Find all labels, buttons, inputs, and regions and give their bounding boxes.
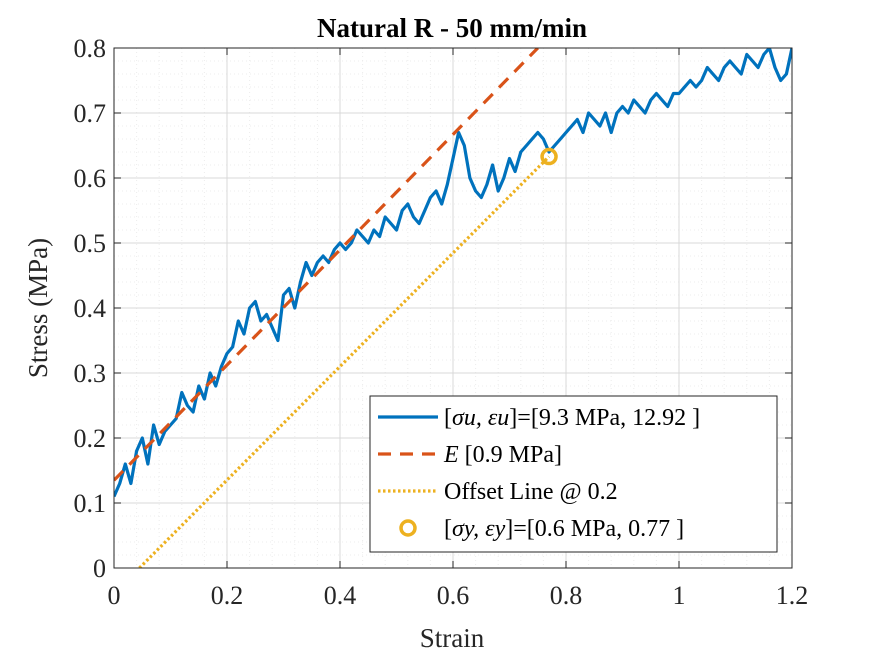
y-tick-label: 0.5 (74, 229, 107, 258)
legend-entry-label: [σy, εy]=[0.6 MPa, 0.77 ] (444, 516, 684, 542)
x-tick-label: 0 (108, 581, 121, 610)
y-tick-label: 0.2 (74, 424, 107, 453)
stress-strain-curve (114, 48, 792, 498)
series-group (114, 48, 792, 568)
y-tick-label: 0.4 (74, 294, 107, 323)
legend-entry-label: E [0.9 MPa] (443, 442, 562, 468)
legend-box (369, 395, 778, 553)
legend: [σu, εu]=[9.3 MPa, 12.92 ] E [0.9 MPa] Off… (369, 395, 778, 553)
x-tick-label: 1 (673, 581, 686, 610)
y-tick-label: 0.1 (74, 489, 107, 518)
y-tick-label: 0 (93, 554, 106, 583)
legend-entry-label: [σu, εu]=[9.3 MPa, 12.92 ] (444, 405, 700, 431)
x-tick-label: 0.4 (324, 581, 357, 610)
y-tick-label: 0.7 (74, 99, 107, 128)
modulus-line (114, 48, 539, 482)
y-tick-label: 0.3 (74, 359, 107, 388)
y-axis-label: Stress (MPa) (23, 238, 53, 378)
legend-entry-label: Offset Line @ 0.2 (444, 479, 618, 505)
x-tick-label: 0.8 (550, 581, 583, 610)
offset-line (138, 155, 551, 568)
plot-area (114, 48, 792, 568)
ticks: 0 0.2 0.4 0.6 0.8 1 1.2 0 0.1 0.2 0.3 0.4 0.5 0.6 0.7 0… (74, 34, 809, 610)
x-tick-label: 0.6 (437, 581, 470, 610)
x-tick-label: 1.2 (776, 581, 809, 610)
legend-marker-icon (399, 519, 417, 537)
yield-point-marker (540, 147, 558, 166)
y-tick-label: 0.6 (74, 164, 107, 193)
x-tick-label: 0.2 (211, 581, 244, 610)
y-tick-label: 0.8 (74, 34, 107, 63)
x-axis-label: Strain (420, 623, 485, 653)
chart-title: Natural R - 50 mm/min (317, 13, 587, 43)
